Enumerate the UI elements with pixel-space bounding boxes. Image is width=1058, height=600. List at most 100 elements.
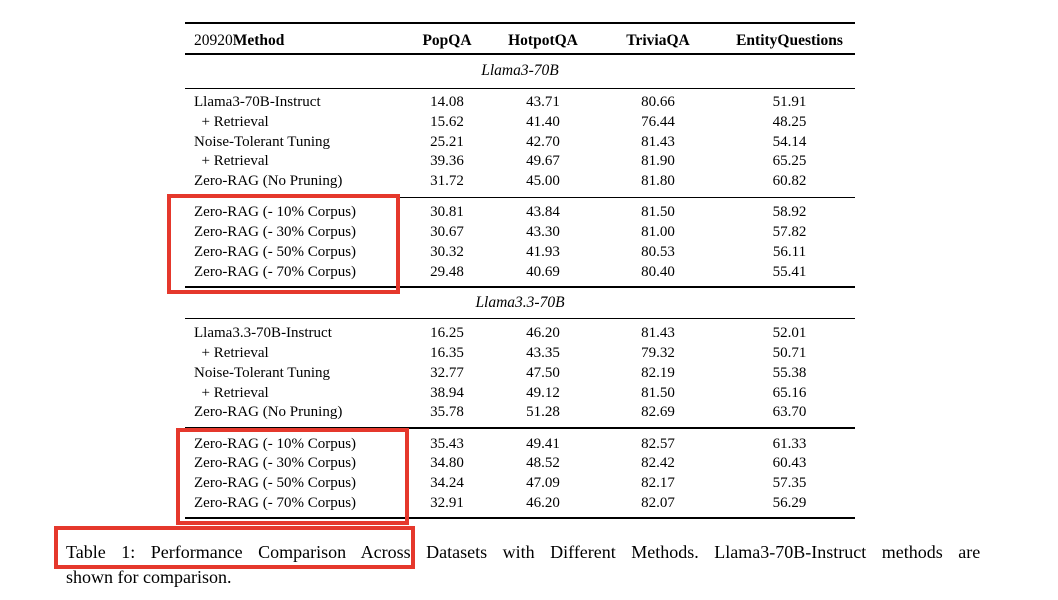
annotation-box-zerorag-rows-llama3-70b <box>167 194 400 294</box>
value-cell: 82.19 <box>641 364 675 381</box>
value-cell: 48.52 <box>526 455 560 472</box>
rows-llama3-3-70b-zerorag-corpus: Zero-RAG (- 10% Corpus) 35.43 49.41 82.57 61… <box>185 429 855 517</box>
method-cell: Zero-RAG (- 10% Corpus) <box>194 204 357 221</box>
line-number-artifact: 20920 <box>194 32 233 50</box>
value-cell: 43.84 <box>526 204 560 221</box>
value-cell: 49.12 <box>526 384 560 401</box>
value-cell: 51.91 <box>772 93 807 110</box>
value-cell: 49.67 <box>526 153 560 170</box>
method-cell: Llama3.3-70B-Instruct <box>194 325 332 342</box>
value-cell: 55.41 <box>772 263 807 280</box>
value-cell: 16.25 <box>430 325 464 342</box>
method-cell: Zero-RAG (- 10% Corpus) <box>194 435 357 452</box>
value-cell: 61.33 <box>772 435 807 452</box>
method-header-label: Method <box>232 32 285 50</box>
table-mid-rule <box>185 196 855 199</box>
value-cell: 81.50 <box>641 204 675 221</box>
value-cell: 80.40 <box>641 263 675 280</box>
value-cell: 30.67 <box>430 224 464 241</box>
table-caption: Table 1: Performance Comparison Across D… <box>66 540 1001 590</box>
value-cell: 29.48 <box>430 263 464 280</box>
value-cell: 63.70 <box>772 404 807 421</box>
table-mid-rule <box>185 427 855 429</box>
value-cell: 60.82 <box>772 173 807 190</box>
value-cell: 81.50 <box>641 384 675 401</box>
method-cell: + Retrieval <box>194 384 269 401</box>
value-cell: 34.24 <box>430 475 464 492</box>
value-cell: 81.43 <box>641 325 675 342</box>
column-header-triviaqa: TriviaQA <box>626 32 690 50</box>
table-row: Zero-RAG (- 10% Corpus) 35.43 49.41 82.57 61… <box>185 435 855 455</box>
value-cell: 80.66 <box>641 93 675 110</box>
value-cell: 45.00 <box>526 173 560 190</box>
method-column-header: 20920Method <box>185 32 400 50</box>
section-header-llama3-70b: Llama3-70B <box>481 62 559 80</box>
section-header-llama3-3-70b: Llama3.3-70B <box>475 293 565 311</box>
table-row: Zero-RAG (No Pruning) 31.72 45.00 81.80 60.8… <box>185 172 855 192</box>
value-cell: 82.42 <box>641 455 675 472</box>
method-cell: Zero-RAG (No Pruning) <box>194 404 343 421</box>
value-cell: 16.35 <box>430 344 464 361</box>
column-header-popqa: PopQA <box>422 32 472 50</box>
value-cell: 35.43 <box>430 435 464 452</box>
value-cell: 81.00 <box>641 224 675 241</box>
value-cell: 38.94 <box>430 384 464 401</box>
table-row: Zero-RAG (- 70% Corpus) 29.48 40.69 80.40 55… <box>185 263 855 283</box>
value-cell: 81.80 <box>641 173 675 190</box>
value-cell: 32.91 <box>430 494 464 511</box>
value-cell: 65.25 <box>772 153 807 170</box>
method-cell: Zero-RAG (- 30% Corpus) <box>194 224 357 241</box>
method-cell: Noise-Tolerant Tuning <box>194 364 331 381</box>
value-cell: 60.43 <box>772 455 807 472</box>
value-cell: 14.08 <box>430 93 464 110</box>
table-bottom-rule <box>185 516 855 519</box>
annotation-box-caption-title <box>54 526 415 569</box>
table-row: Zero-RAG (- 30% Corpus) 30.67 43.30 81.00 57… <box>185 223 855 243</box>
value-cell: 43.35 <box>526 344 560 361</box>
value-cell: 49.41 <box>526 435 560 452</box>
value-cell: 42.70 <box>526 133 560 150</box>
caption-line-2: shown for comparison. <box>66 567 232 587</box>
method-cell: Zero-RAG (- 70% Corpus) <box>194 263 357 280</box>
value-cell: 48.25 <box>772 113 807 130</box>
table-row: + Retrieval 15.62 41.40 76.44 48.25 <box>185 113 855 133</box>
results-table: 20920Method PopQA HotpotQA TriviaQA Enti… <box>185 22 855 519</box>
table-mid-rule <box>185 317 855 320</box>
method-cell: + Retrieval <box>194 113 269 130</box>
table-row: Zero-RAG (- 30% Corpus) 34.80 48.52 82.42 60… <box>185 454 855 474</box>
table-mid-rule <box>185 286 855 288</box>
method-cell: Zero-RAG (- 30% Corpus) <box>194 455 357 472</box>
value-cell: 81.43 <box>641 133 675 150</box>
method-cell: Zero-RAG (No Pruning) <box>194 173 343 190</box>
value-cell: 57.35 <box>772 475 807 492</box>
annotation-box-zerorag-rows-llama3-3-70b <box>176 428 409 525</box>
value-cell: 43.30 <box>526 224 560 241</box>
value-cell: 32.77 <box>430 364 464 381</box>
rows-llama3-70b-zerorag-corpus: Zero-RAG (- 10% Corpus) 30.81 43.84 81.50 58… <box>185 198 855 286</box>
method-cell: Noise-Tolerant Tuning <box>194 133 331 150</box>
table-header-row: 20920Method PopQA HotpotQA TriviaQA Enti… <box>185 24 855 53</box>
method-cell: Zero-RAG (- 70% Corpus) <box>194 494 357 511</box>
table-row: + Retrieval 16.35 43.35 79.32 50.71 <box>185 344 855 364</box>
value-cell: 82.17 <box>641 475 675 492</box>
table-row: + Retrieval 38.94 49.12 81.50 65.16 <box>185 384 855 404</box>
column-header-hotpotqa: HotpotQA <box>508 32 578 50</box>
table-row: Zero-RAG (- 50% Corpus) 30.32 41.93 80.53 56… <box>185 243 855 263</box>
value-cell: 46.20 <box>526 325 560 342</box>
table-row: Zero-RAG (- 70% Corpus) 32.91 46.20 82.07 56… <box>185 494 855 514</box>
table-row: Zero-RAG (- 50% Corpus) 34.24 47.09 82.17 57… <box>185 474 855 494</box>
value-cell: 81.90 <box>641 153 675 170</box>
value-cell: 82.69 <box>641 404 675 421</box>
value-cell: 40.69 <box>526 263 560 280</box>
table-top-rule <box>185 22 855 25</box>
value-cell: 50.71 <box>772 344 807 361</box>
value-cell: 47.50 <box>526 364 560 381</box>
value-cell: 56.11 <box>772 243 807 260</box>
value-cell: 54.14 <box>772 133 807 150</box>
table-mid-rule <box>185 53 855 55</box>
table-row: Noise-Tolerant Tuning 32.77 47.50 82.19 55.3… <box>185 364 855 384</box>
value-cell: 76.44 <box>641 113 675 130</box>
value-cell: 15.62 <box>430 113 464 130</box>
value-cell: 31.72 <box>430 173 464 190</box>
value-cell: 57.82 <box>772 224 807 241</box>
